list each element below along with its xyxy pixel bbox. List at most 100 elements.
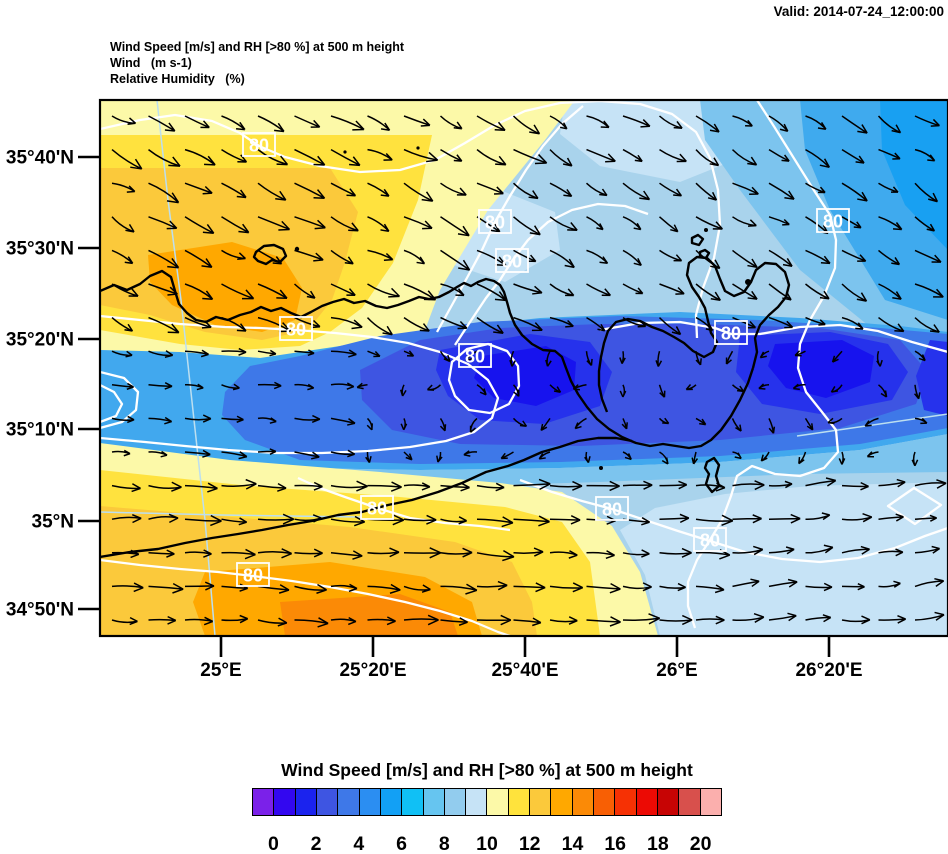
wind-arrow — [914, 417, 928, 425]
wind-arrow — [257, 283, 288, 300]
wind-arrow — [731, 149, 758, 166]
wind-arrow — [586, 582, 621, 594]
wind-arrow — [476, 115, 506, 132]
wind-arrow — [830, 384, 843, 393]
wind-arrow — [148, 450, 168, 458]
wind-arrow — [367, 547, 400, 558]
wind-arrow — [792, 383, 806, 391]
wind-arrow — [476, 549, 515, 562]
wind-arrow — [439, 350, 451, 363]
wind-arrow — [914, 249, 942, 263]
wind-arrow — [365, 451, 372, 464]
wind-arrow — [768, 612, 797, 622]
wind-arrow — [878, 249, 901, 266]
wind-arrow — [367, 283, 401, 298]
wind-arrow — [659, 283, 685, 295]
wind-arrow — [622, 451, 632, 461]
wind-arrow — [827, 417, 843, 425]
wind-arrow — [476, 580, 508, 591]
wind-arrow — [111, 317, 134, 332]
contour-label: 80 — [360, 495, 394, 520]
wind-arrow — [549, 115, 568, 130]
wind-arrow — [805, 582, 833, 592]
wind-arrow — [731, 418, 742, 432]
wind-arrow — [294, 514, 322, 523]
colorbar-cell — [359, 789, 381, 815]
wind-arrow — [111, 115, 137, 126]
wind-arrow — [838, 451, 846, 465]
wind-arrow — [330, 283, 356, 297]
wind-arrow — [768, 546, 795, 555]
islet-dot — [704, 228, 708, 232]
wind-arrow — [685, 383, 697, 391]
wind-arrow — [440, 547, 473, 558]
wind-arrow — [465, 350, 478, 362]
wind-arrow — [659, 480, 688, 490]
wind-arrow — [549, 149, 573, 167]
wind-arrow — [221, 451, 248, 460]
wind-arrow — [440, 482, 470, 492]
colorbar-tick-label: 2 — [310, 833, 322, 854]
wind-arrow — [403, 216, 433, 230]
wind-arrow — [294, 182, 326, 199]
wind-arrow — [221, 478, 257, 490]
wind-arrow — [148, 416, 173, 425]
wind-arrow — [768, 418, 776, 434]
wind-arrow — [914, 350, 926, 362]
wind-arrow — [878, 478, 906, 488]
wind-speed-fill-region — [768, 340, 874, 398]
wind-arrow — [878, 148, 901, 160]
wind-arrow — [622, 249, 642, 267]
wind-arrow — [367, 616, 396, 626]
wind-arrow — [695, 216, 723, 230]
rh-contour-line — [100, 558, 511, 636]
wind-arrow — [356, 382, 368, 390]
wind-arrow — [658, 384, 666, 398]
wind-arrow — [768, 480, 793, 489]
wind-arrow — [622, 549, 650, 558]
wind-arrow — [549, 480, 583, 491]
wind-arrow — [841, 283, 868, 302]
wind-arrow — [878, 548, 904, 557]
contour-label: 80 — [595, 496, 629, 521]
wind-arrow — [914, 216, 936, 232]
wind-arrow — [549, 616, 578, 625]
wind-arrow — [367, 115, 391, 131]
wind-arrow — [513, 582, 546, 593]
colorbar-tick-label: 8 — [438, 833, 450, 854]
wind-arrow — [512, 182, 539, 200]
wind-arrow — [695, 514, 734, 527]
wind-arrow — [622, 316, 647, 328]
wind-arrow — [440, 583, 478, 595]
wind-arrow — [148, 350, 174, 358]
wind-arrow — [659, 547, 692, 558]
wind-arrow — [294, 451, 320, 460]
wind-arrow — [294, 349, 315, 357]
wind-arrow — [732, 545, 764, 556]
wind-arrow — [914, 148, 936, 162]
wind-arrow — [221, 283, 255, 300]
wind-arrow — [586, 115, 610, 129]
wind-arrow — [330, 480, 368, 492]
wind-arrow — [878, 580, 901, 588]
contour-label-text: 80 — [700, 531, 720, 551]
wind-arrow — [148, 216, 178, 230]
wind-arrow — [111, 382, 134, 390]
wind-arrow — [621, 418, 628, 430]
wind-arrow — [549, 316, 574, 328]
wind-arrow — [549, 249, 575, 269]
wind-arrow — [878, 317, 905, 333]
wind-arrow — [914, 577, 945, 588]
wind-arrow — [659, 249, 683, 262]
colorbar-cell — [679, 789, 701, 815]
wind-arrow — [221, 548, 256, 560]
wind-arrow — [111, 483, 141, 493]
wind-arrow — [695, 149, 720, 167]
coastline — [703, 456, 721, 494]
lat-tick-label: 35°N — [32, 512, 74, 533]
colorbar-title: Wind Speed [m/s] and RH [>80 %] at 500 m… — [281, 760, 693, 780]
wind-arrow — [659, 148, 687, 163]
wind-arrow — [463, 450, 478, 457]
wind-arrow — [148, 513, 179, 524]
map-frame — [98, 98, 948, 638]
